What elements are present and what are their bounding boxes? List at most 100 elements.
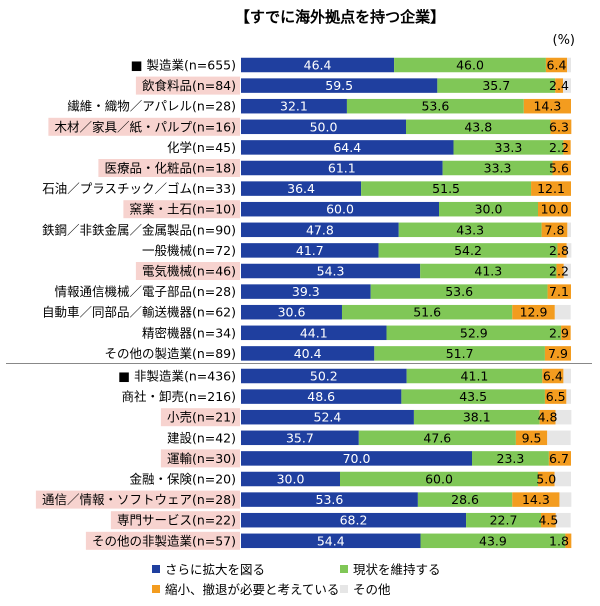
data-label: 4.8 bbox=[538, 410, 558, 425]
data-label: 33.3 bbox=[484, 161, 512, 176]
data-label: 53.6 bbox=[445, 284, 473, 299]
category-label: 化学(n=45) bbox=[167, 140, 236, 155]
bar-segment bbox=[559, 492, 572, 507]
bar-segment bbox=[370, 284, 548, 299]
bar-segment bbox=[538, 201, 571, 217]
data-label: 30.6 bbox=[278, 305, 306, 320]
bar-segment bbox=[472, 451, 549, 466]
category-highlight bbox=[160, 449, 240, 468]
bar-segment bbox=[241, 243, 379, 258]
bar-segment bbox=[545, 57, 568, 73]
bar-segment bbox=[540, 512, 556, 528]
legend-swatch bbox=[152, 565, 160, 573]
data-label: 52.4 bbox=[314, 410, 342, 425]
bar-segment bbox=[547, 284, 571, 299]
data-label: 4.5 bbox=[538, 513, 558, 528]
data-label: 60.0 bbox=[425, 472, 453, 487]
bar-segment bbox=[439, 201, 538, 217]
data-label: 44.1 bbox=[300, 325, 328, 340]
bar-segment bbox=[241, 78, 438, 93]
data-label: 36.4 bbox=[287, 181, 315, 196]
legend-swatch bbox=[340, 565, 348, 573]
bar-segment bbox=[417, 492, 513, 507]
bar-segment bbox=[523, 98, 571, 114]
bar-segment bbox=[241, 222, 399, 238]
data-label: 6.7 bbox=[549, 451, 569, 466]
bar-segment bbox=[241, 430, 359, 446]
category-highlight bbox=[135, 262, 240, 280]
bar-segment bbox=[241, 325, 387, 341]
data-label: 9.5 bbox=[522, 430, 542, 445]
data-label: 46.4 bbox=[304, 58, 332, 73]
category-label: 石油／プラスチック／ゴム(n=33) bbox=[42, 181, 236, 196]
data-label: 30.0 bbox=[475, 202, 503, 217]
category-label: 通信／情報・ソフトウェア(n=28) bbox=[42, 492, 236, 507]
bar-segment bbox=[552, 160, 571, 176]
legend-label: その他 bbox=[353, 582, 391, 597]
bar-segment bbox=[566, 389, 571, 404]
legend-swatch bbox=[340, 585, 348, 593]
bar-segment bbox=[241, 512, 467, 528]
bar-segment bbox=[437, 78, 556, 93]
legend-label: 縮小、撤退が必要と考えている bbox=[165, 582, 339, 597]
category-label: 商社・卸売(n=216) bbox=[121, 389, 236, 404]
data-label: 33.3 bbox=[495, 140, 523, 155]
bar-segment bbox=[515, 430, 548, 446]
legend-label: 現状を維持する bbox=[353, 562, 441, 577]
category-label: 運輸(n=30) bbox=[167, 451, 236, 466]
bar-segment bbox=[241, 57, 395, 73]
bar-segment bbox=[563, 368, 571, 384]
bar-segment bbox=[542, 368, 564, 384]
bar-segment bbox=[241, 284, 371, 299]
data-label: 70.0 bbox=[343, 451, 371, 466]
bar-segment bbox=[453, 140, 564, 155]
bar-segment bbox=[442, 160, 553, 176]
data-label: 12.9 bbox=[520, 305, 548, 320]
chart-title: 【すでに海外拠点を持つ企業】 bbox=[235, 8, 445, 26]
category-label: 一般機械(n=72) bbox=[142, 243, 236, 258]
bar-segment bbox=[241, 368, 407, 384]
data-label: 61.1 bbox=[328, 161, 356, 176]
bar-segment bbox=[539, 409, 556, 425]
bar-segment bbox=[555, 512, 571, 528]
data-label: 12.1 bbox=[537, 181, 565, 196]
category-label: 鉄鋼／非鉄金属／金属製品(n=90) bbox=[42, 222, 236, 237]
data-label: 2.8 bbox=[549, 243, 569, 258]
bar-segment bbox=[420, 263, 557, 279]
category-label: 木材／家具／紙・パルプ(n=16) bbox=[54, 119, 236, 134]
category-label: 繊維・織物／アパレル(n=28) bbox=[67, 99, 236, 114]
data-label: 2.2 bbox=[549, 264, 569, 279]
data-label: 52.9 bbox=[460, 325, 488, 340]
bar-segment bbox=[555, 409, 572, 425]
bar-segment bbox=[531, 181, 571, 196]
data-label: 7.1 bbox=[549, 284, 569, 299]
data-label: 64.4 bbox=[333, 140, 361, 155]
bar-segment bbox=[241, 492, 418, 507]
data-label: 6.5 bbox=[546, 389, 566, 404]
bar-segment bbox=[241, 263, 421, 279]
category-label: 精密機器(n=34) bbox=[142, 325, 236, 340]
category-label: 電気機械(n=46) bbox=[142, 264, 236, 279]
category-label: 医療品・化粧品(n=18) bbox=[104, 161, 236, 176]
category-highlight bbox=[135, 76, 240, 95]
category-label: 金融・保険(n=20) bbox=[129, 472, 236, 487]
bar-segment bbox=[406, 368, 543, 384]
bar-segment bbox=[241, 181, 362, 196]
data-label: 43.3 bbox=[456, 222, 484, 237]
data-label: 35.7 bbox=[482, 78, 510, 93]
data-label: 43.8 bbox=[464, 119, 492, 134]
bar-segment bbox=[555, 78, 564, 93]
data-label: 1.8 bbox=[549, 533, 569, 548]
bar-segment bbox=[406, 119, 551, 135]
legend-label: さらに拡大を図る bbox=[165, 562, 265, 577]
bar-segment bbox=[241, 98, 347, 114]
data-label: 51.6 bbox=[413, 305, 441, 320]
data-label: 54.4 bbox=[317, 533, 345, 548]
bar-segment bbox=[241, 304, 342, 320]
data-label: 54.2 bbox=[454, 243, 482, 258]
data-label: 43.5 bbox=[459, 389, 487, 404]
category-label: ■ 製造業(n=655) bbox=[131, 58, 236, 73]
bar-segment bbox=[561, 325, 571, 341]
bar-segment bbox=[541, 222, 568, 238]
